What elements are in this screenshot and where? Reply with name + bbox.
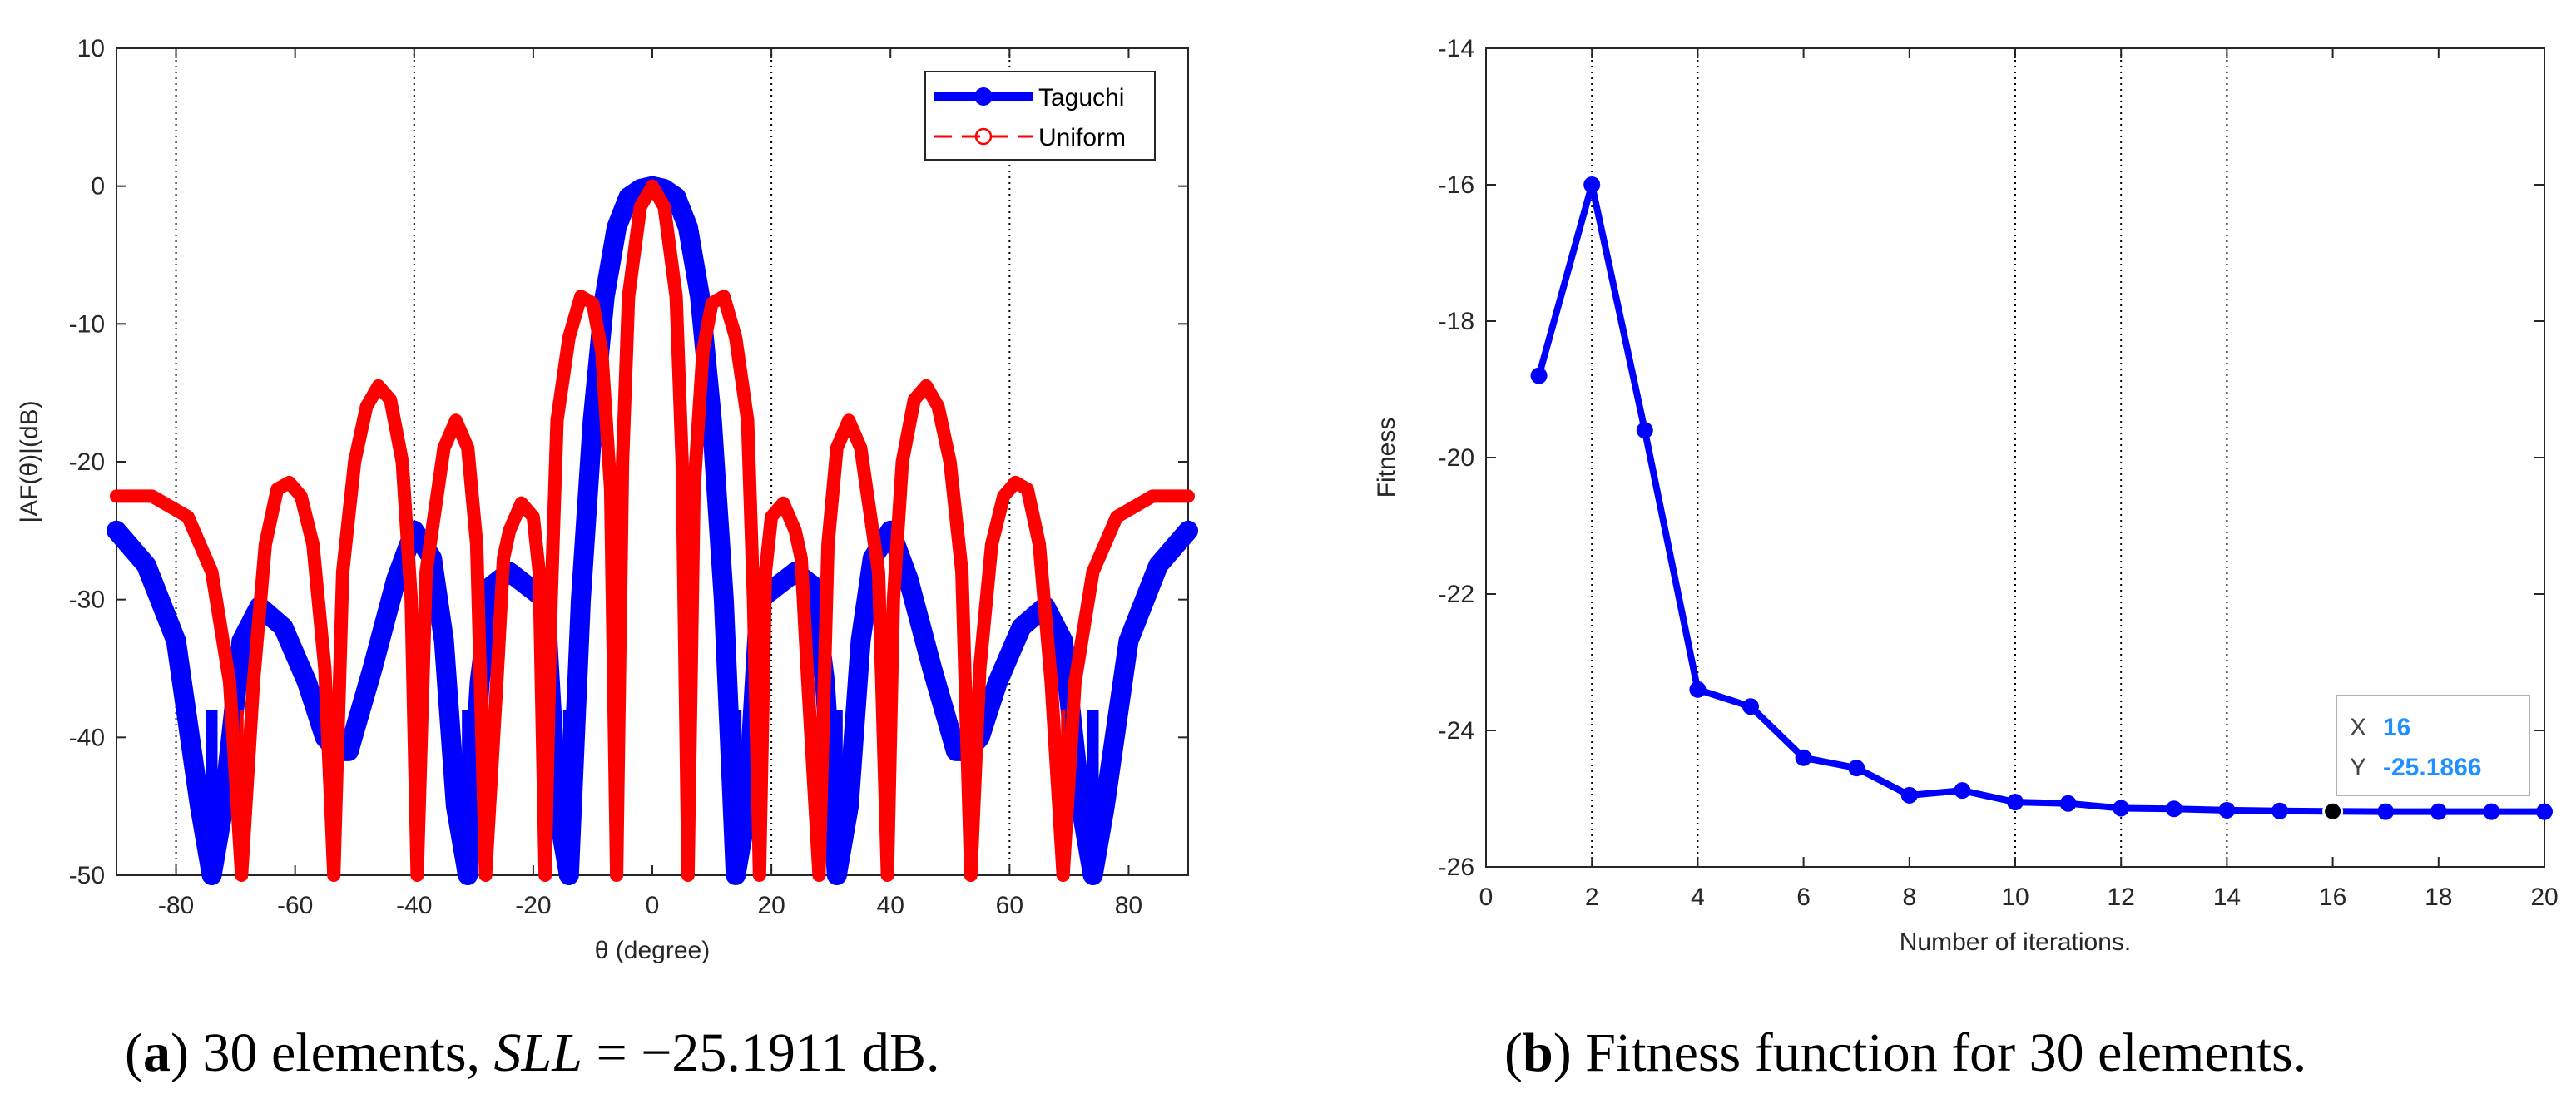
caption-a-text-1: 30 elements, [188,1022,494,1083]
caption-b-letter: b [1522,1022,1553,1083]
legend-marker-taguchi [974,87,993,106]
datatip-point [2322,800,2344,822]
y-tick-label: -16 [1439,171,1474,199]
x-tick-label: -80 [158,892,194,919]
y-tick-label: -20 [69,448,105,476]
x-tick-label: 80 [1115,892,1142,919]
y-tick-label: -18 [1439,308,1474,335]
data-point [2483,803,2500,820]
data-point [1689,681,1707,698]
data-point [1742,698,1759,715]
y-tick-label: 10 [77,35,105,62]
data-point [1848,760,1865,777]
series-line-uniform [110,179,1195,882]
caption-a-letter: a [142,1022,171,1083]
datatip-y-label: Y [2350,754,2366,781]
x-tick-label: 18 [2425,884,2452,911]
x-tick-label: 10 [2001,884,2029,911]
y-axis-label: |AF(θ)|(dB) [16,400,43,522]
data-point [2377,803,2395,820]
chart-b-fitness: 0 2 4 6 8 10 12 14 16 18 20 -14 -16 -18 -20 -22 -24 -26 Nu… [1373,35,2559,956]
data-point [1530,367,1548,384]
x-tick-label: -60 [277,892,313,919]
x-tick-label: 12 [2108,884,2135,911]
legend-marker-uniform [974,127,993,146]
y-tick-label: -22 [1439,581,1474,608]
legend-label-uniform: Uniform [1038,124,1126,151]
x-tick-label: 6 [1796,884,1811,911]
data-point [1795,749,1812,766]
caption-a-text-2: = −25.1911 dB. [582,1022,940,1083]
y-tick-label: -14 [1439,35,1474,62]
x-tick-label: 8 [1902,884,1916,911]
datatip[interactable]: X 16 Y -25.1866 [2322,695,2530,822]
legend-label-taguchi: Taguchi [1038,84,1124,111]
data-point [2165,800,2182,818]
caption-b: (b) Fitness function for 30 elements. [1504,1022,2307,1083]
plot-area [116,47,1189,876]
y-tick-label: -20 [1439,444,1474,472]
y-axis-label: Fitness [1373,418,1400,498]
x-tick-label: 60 [996,892,1023,919]
datatip-y-value: -25.1866 [2383,754,2481,781]
y-tick-label: -10 [69,310,105,338]
datatip-box [2336,695,2530,796]
data-point [2113,800,2130,817]
legend: Taguchi Uniform [924,71,1156,161]
y-tick-label: 0 [91,173,105,201]
y-tick-label: -24 [1439,717,1474,745]
x-axis-label: Number of iterations. [1900,928,2131,956]
x-tick-label: -40 [396,892,432,919]
legend-box [924,71,1156,161]
x-tick-label: 20 [2530,884,2558,911]
x-axis-label: θ (degree) [595,937,710,964]
data-point [2430,803,2447,820]
y-tick-label: -26 [1439,854,1474,881]
series-line-fitness [1535,181,2545,815]
datatip-x-value: 16 [2383,714,2410,741]
data-point [1954,782,1971,800]
x-tick-label: 4 [1691,884,1705,911]
y-tick-label: -50 [69,862,105,889]
x-tick-label: 0 [646,892,660,919]
y-tick-label: -40 [69,724,105,751]
data-point [1636,422,1653,439]
data-point [1900,786,1918,804]
x-tick-label: 40 [877,892,904,919]
data-point [2536,803,2553,820]
chart-a-array-factor: -80 -60 -40 -20 0 20 40 60 80100-10-20-30-40-50θ… [16,35,1198,964]
x-tick-label: 2 [1585,884,1599,911]
x-tick-label: 16 [2319,884,2346,911]
x-tick-label: 20 [757,892,785,919]
x-tick-label: 0 [1479,884,1494,911]
x-tick-label: 14 [2213,884,2241,911]
data-point [2059,795,2077,812]
datatip-x-label: X [2350,714,2366,741]
x-tick-label: -20 [515,892,551,919]
data-point [2218,801,2236,819]
data-point [1583,176,1601,193]
caption-a-sll: SLL [493,1022,582,1083]
data-point [2007,794,2024,811]
data-point [2271,802,2288,819]
caption-a: (a) 30 elements, SLL = −25.1911 dB. [125,1022,940,1083]
y-tick-label: -30 [69,587,105,614]
caption-b-text: Fitness function for 30 elements. [1571,1022,2307,1083]
